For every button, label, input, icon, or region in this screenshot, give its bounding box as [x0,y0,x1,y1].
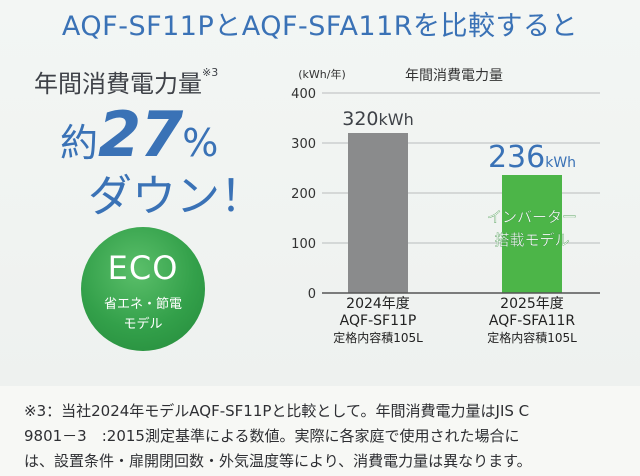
x-tick-label: AQF-SFA11R [489,313,576,329]
bar-annotation-line2: 搭載モデル [494,231,569,249]
bar [348,133,408,293]
x-tick-label: 定格内容積105L [487,330,577,345]
y-tick-label: 300 [291,137,316,152]
footnote-line-3: は、設置条件・扉開閉回数・外気温度等により、消費電力量は異なります。 [24,452,532,470]
data-label: 236kWh [488,140,576,175]
x-tick-label: 定格内容積105L [333,330,423,345]
bar-annotation-line1: インバーター [487,208,577,226]
reduction-prefix: 約 [60,121,99,165]
eco-badge-line2: モデル [123,317,163,332]
y-tick-label: 0 [308,287,316,302]
y-tick-label: 200 [291,187,316,202]
y-axis-label: (kWh/年) [298,67,346,81]
reduction-line: 約27% [60,98,260,171]
eco-badge-title: ECO [107,249,179,287]
data-label-unit: kWh [545,155,576,171]
chart-title: 年間消費電力量 [405,68,503,84]
data-label: 320kWh [342,108,414,130]
eco-badge-line1: 省エネ・節電 [103,297,182,312]
x-tick-label: AQF-SF11P [340,313,417,329]
headline: AQF-SF11PとAQF-SFA11Rを比較すると [61,11,579,42]
x-tick-label: 2024年度 [346,296,410,312]
footnote-line-2: 9801－3 :2015測定基準による数値。実際に各家庭で使用された場合に [24,427,520,445]
y-tick-label: 400 [291,87,316,102]
promo-title-text: 年間消費電力量 [34,70,202,98]
y-tick-label: 100 [291,237,316,252]
eco-badge: ECO 省エネ・節電 モデル [81,227,205,351]
data-label-unit: kWh [379,110,414,129]
footnote-line-1: ※3：当社2024年モデルAQF-SF11Pと比較として。年間消費電力量はJIS… [24,402,530,420]
bar [502,175,562,293]
reduction-unit: % [182,121,219,165]
data-label-number: 320 [342,108,378,130]
promo-title: 年間消費電力量※3 [34,64,218,99]
x-tick-label: 2025年度 [500,296,564,312]
promo-title-note: ※3 [202,66,219,79]
data-label-number: 236 [488,140,545,175]
reduction-suffix: ダウン！ [88,171,264,222]
reduction-value: 27 [98,98,183,171]
